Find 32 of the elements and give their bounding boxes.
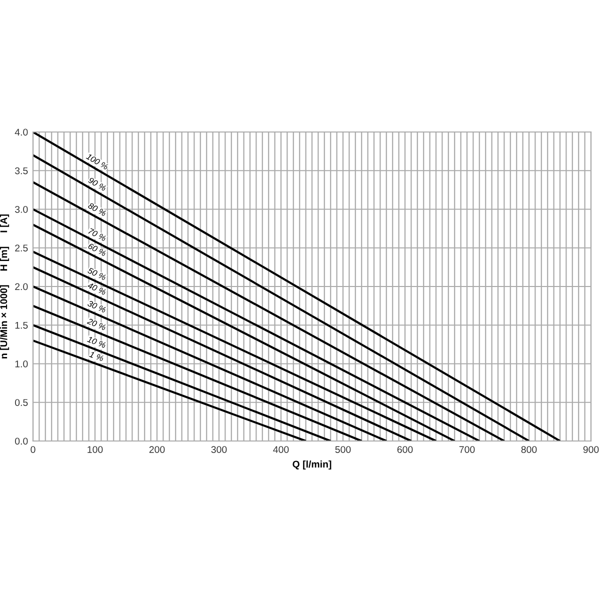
y-tick-label: 4.0 — [14, 128, 28, 136]
y-tick-label: 0.0 — [15, 438, 28, 445]
y-tick-label: 0.5 — [15, 399, 28, 406]
text: 100 % — [86, 153, 109, 170]
y-tick-label: 1.0 — [15, 360, 28, 368]
text: 1 % — [89, 351, 104, 362]
x-tick-label: 400 — [273, 446, 289, 453]
x-tick-label: 100 — [88, 446, 103, 453]
y-tick-label: 3.0 — [14, 206, 28, 213]
x-tick-label: 700 — [459, 446, 475, 453]
x-tick-label: 300 — [211, 446, 227, 453]
text: 70 % — [88, 228, 107, 242]
text: 40 % — [87, 282, 106, 296]
text: 30 % — [87, 300, 106, 313]
x-tick-label: 500 — [335, 446, 351, 453]
x-tick-label: 600 — [397, 446, 413, 453]
y-tick-label: 1.5 — [15, 322, 28, 329]
text: 90 % — [88, 176, 107, 192]
text: 60 % — [88, 242, 107, 256]
text: 80 % — [88, 202, 107, 216]
y-tick-label: 2.5 — [15, 244, 28, 252]
x-tick-label: 800 — [521, 446, 537, 453]
x-tick-label: 900 — [583, 446, 599, 453]
x-tick-label: 200 — [149, 446, 165, 453]
text: 10 % — [86, 336, 106, 348]
y-tick-label: 3.5 — [14, 167, 28, 174]
x-axis-title: Q [l/min] — [292, 460, 332, 470]
text: 20 % — [86, 318, 106, 330]
y-tick-label: 2.0 — [15, 283, 28, 290]
x-tick-label: 0 — [30, 446, 36, 453]
y-axis-title: n [U/Min × 1000] H [m] I [A] — [0, 214, 10, 358]
text: 50 % — [87, 267, 106, 280]
